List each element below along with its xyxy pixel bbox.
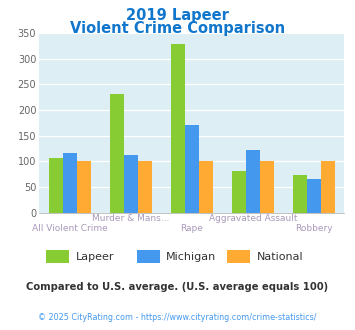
Bar — [171, 44, 185, 213]
Bar — [321, 161, 335, 213]
Text: Robbery: Robbery — [295, 224, 333, 233]
Text: Compared to U.S. average. (U.S. average equals 100): Compared to U.S. average. (U.S. average … — [26, 282, 329, 292]
Bar — [246, 150, 260, 213]
Text: Michigan: Michigan — [166, 252, 217, 262]
Bar — [185, 125, 199, 213]
Bar — [199, 161, 213, 213]
Text: 2019 Lapeer: 2019 Lapeer — [126, 8, 229, 23]
Bar — [232, 171, 246, 213]
Bar — [138, 161, 152, 213]
Bar — [49, 158, 62, 213]
Text: © 2025 CityRating.com - https://www.cityrating.com/crime-statistics/: © 2025 CityRating.com - https://www.city… — [38, 313, 317, 322]
Bar — [293, 175, 307, 213]
Text: All Violent Crime: All Violent Crime — [32, 224, 108, 233]
Bar — [124, 155, 138, 213]
Text: Aggravated Assault: Aggravated Assault — [208, 214, 297, 223]
Text: National: National — [257, 252, 303, 262]
Text: Violent Crime Comparison: Violent Crime Comparison — [70, 21, 285, 36]
Text: Rape: Rape — [180, 224, 203, 233]
Bar — [260, 161, 274, 213]
Bar — [77, 161, 91, 213]
Bar — [307, 180, 321, 213]
Text: Murder & Mans...: Murder & Mans... — [92, 214, 169, 223]
Bar — [110, 94, 124, 213]
Text: Lapeer: Lapeer — [76, 252, 114, 262]
Bar — [62, 153, 77, 213]
